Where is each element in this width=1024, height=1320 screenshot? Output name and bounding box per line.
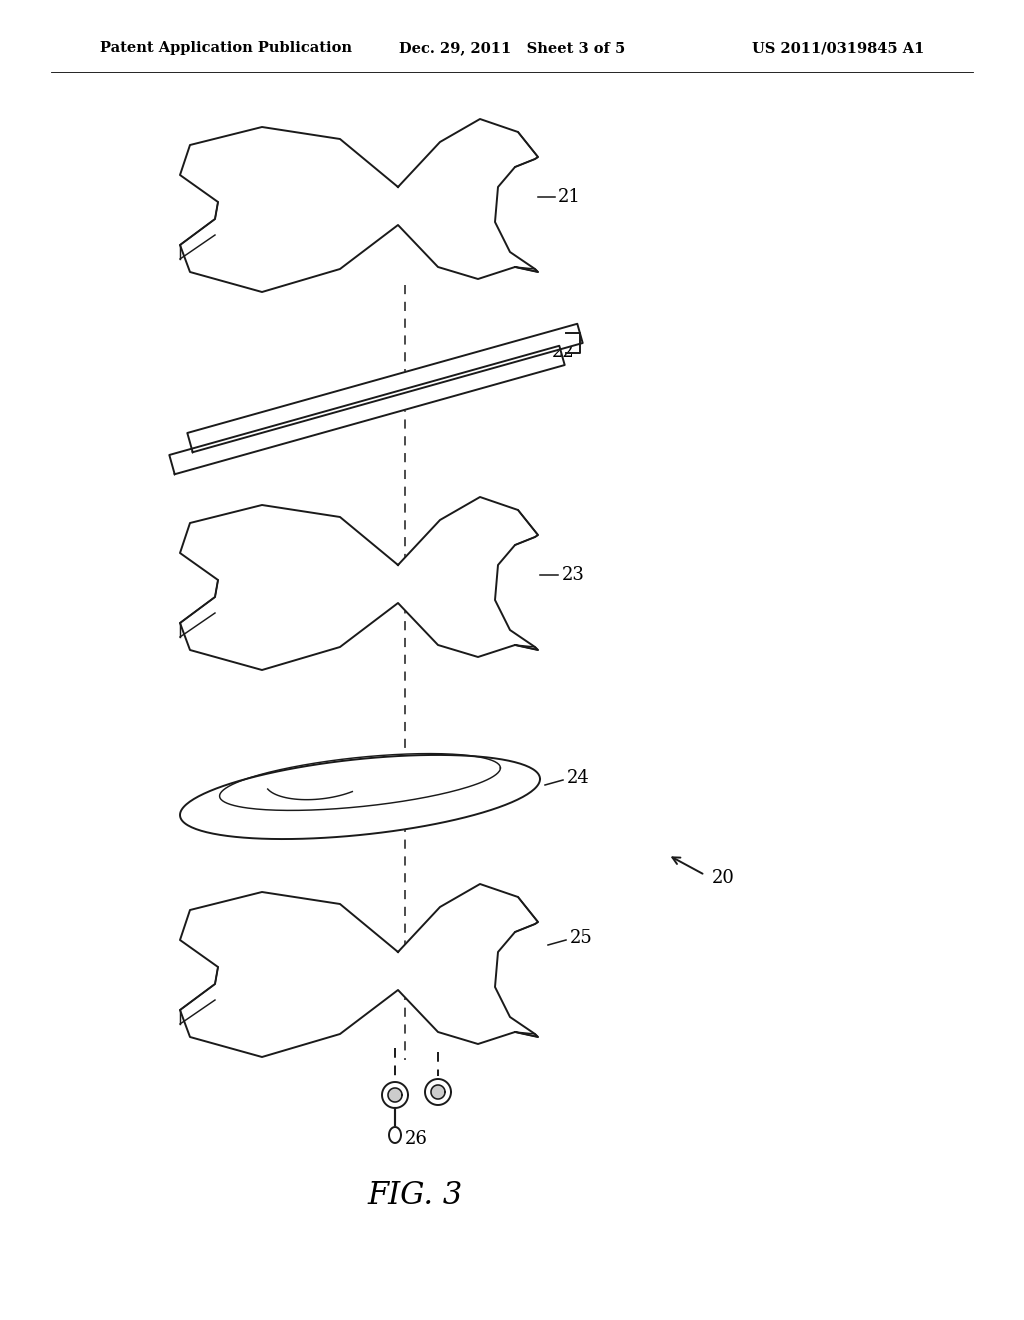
Text: FIG. 3: FIG. 3 [368, 1180, 463, 1210]
Polygon shape [388, 1088, 402, 1102]
Polygon shape [169, 346, 564, 474]
Text: 24: 24 [567, 770, 590, 787]
Text: 25: 25 [570, 929, 593, 946]
Polygon shape [180, 119, 538, 292]
Text: Dec. 29, 2011   Sheet 3 of 5: Dec. 29, 2011 Sheet 3 of 5 [399, 41, 625, 55]
Text: US 2011/0319845 A1: US 2011/0319845 A1 [752, 41, 924, 55]
Text: 22: 22 [552, 343, 574, 360]
Polygon shape [382, 1082, 408, 1107]
Text: 26: 26 [404, 1130, 427, 1148]
Text: 23: 23 [562, 566, 585, 583]
Polygon shape [180, 884, 538, 1057]
Text: 21: 21 [558, 187, 581, 206]
Polygon shape [187, 323, 583, 453]
Polygon shape [431, 1085, 445, 1100]
Text: Patent Application Publication: Patent Application Publication [100, 41, 352, 55]
Polygon shape [425, 1078, 451, 1105]
Polygon shape [180, 498, 538, 671]
Text: 20: 20 [712, 869, 735, 887]
Polygon shape [180, 755, 540, 840]
Polygon shape [389, 1127, 401, 1143]
